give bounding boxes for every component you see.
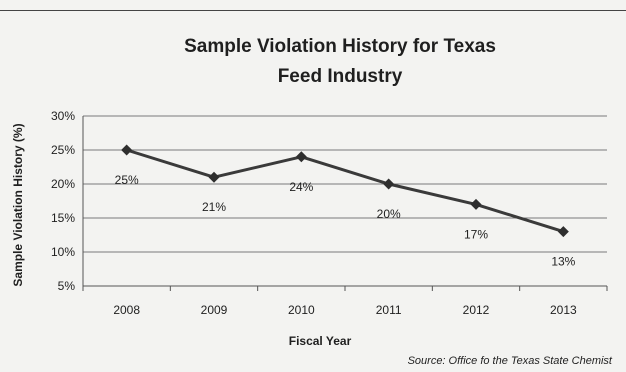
series-line xyxy=(126,148,564,234)
point-marker-2013 xyxy=(557,226,569,238)
data-label-2011: 20% xyxy=(377,207,401,221)
point-marker-2009 xyxy=(208,171,220,183)
x-tick-labels: 2008 2009 2010 2011 2012 2013 xyxy=(113,303,577,317)
point-marker-2010 xyxy=(295,151,307,163)
series-violation-history xyxy=(121,144,569,238)
data-label-2009: 21% xyxy=(202,200,226,214)
chart-title-line-2: Feed Industry xyxy=(277,66,403,87)
x-tick-label-2009: 2009 xyxy=(201,303,228,317)
x-tick-label-2011: 2011 xyxy=(376,303,402,317)
y-tick-label-25: 25% xyxy=(51,143,75,157)
x-tick-label-2008: 2008 xyxy=(113,303,140,317)
source-note: Source: Office fo the Texas State Chemis… xyxy=(407,355,612,367)
axes xyxy=(82,116,608,291)
gridlines xyxy=(83,115,607,253)
y-tick-labels: 5% 10% 15% 20% 25% 30% xyxy=(51,109,75,293)
y-tick-label-5: 5% xyxy=(58,279,76,293)
y-tick-label-10: 10% xyxy=(51,245,75,259)
point-marker-2011 xyxy=(383,178,395,190)
data-label-2010: 24% xyxy=(289,180,313,194)
top-divider xyxy=(0,10,626,11)
data-label-2013: 13% xyxy=(551,255,575,269)
y-tick-label-15: 15% xyxy=(51,211,75,225)
y-tick-label-30: 30% xyxy=(51,109,75,123)
data-label-2012: 17% xyxy=(464,227,488,241)
point-marker-2008 xyxy=(121,144,133,156)
chart-title-line-1: Sample Violation History for Texas xyxy=(184,36,496,57)
point-marker-2012 xyxy=(470,198,482,210)
data-label-2008: 25% xyxy=(115,173,139,187)
x-tick-label-2010: 2010 xyxy=(288,303,315,317)
x-tick-label-2012: 2012 xyxy=(463,303,490,317)
x-tick-label-2013: 2013 xyxy=(550,303,577,317)
data-labels: 25% 21% 24% 20% 17% 13% xyxy=(115,173,576,269)
x-axis-label: Fiscal Year xyxy=(288,334,352,348)
y-tick-label-20: 20% xyxy=(51,177,75,191)
